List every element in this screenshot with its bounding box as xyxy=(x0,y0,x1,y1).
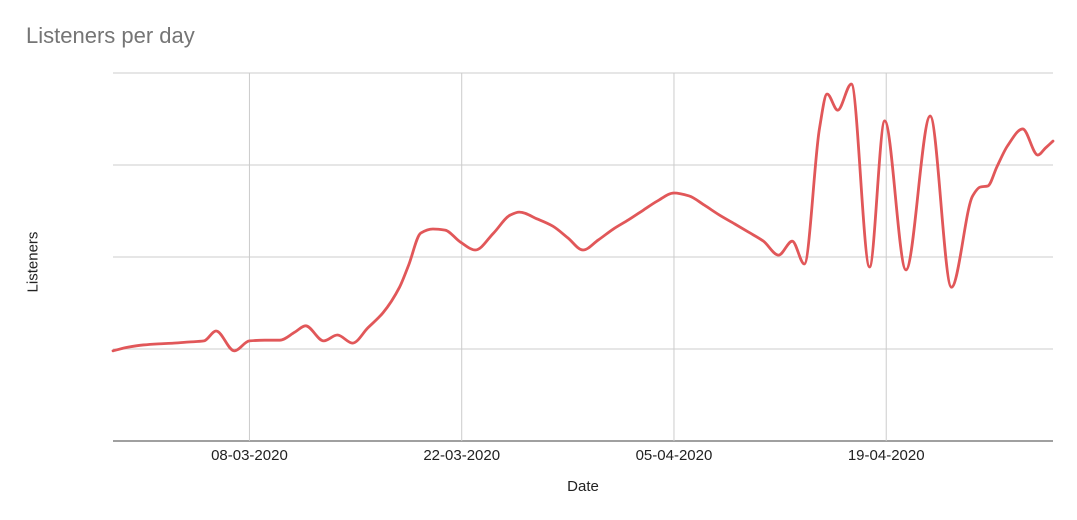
chart-title: Listeners per day xyxy=(26,23,195,48)
x-tick-label: 05-04-2020 xyxy=(635,447,713,464)
x-tick-label: 22-03-2020 xyxy=(423,447,501,464)
x-tick-label: 19-04-2020 xyxy=(847,447,925,464)
series-line-listeners xyxy=(111,82,1055,353)
x-axis-title: Date xyxy=(567,478,599,495)
x-tick-label: 08-03-2020 xyxy=(211,447,288,464)
